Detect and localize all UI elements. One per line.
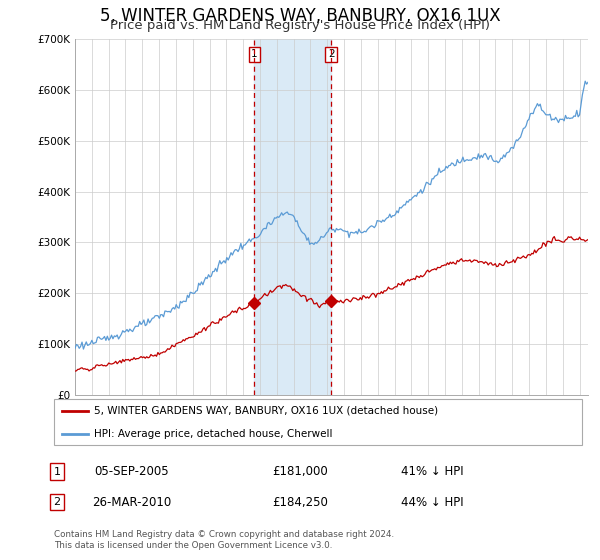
Text: £181,000: £181,000	[272, 465, 328, 478]
Text: 1: 1	[53, 466, 61, 477]
Text: £184,250: £184,250	[272, 496, 328, 509]
Text: 5, WINTER GARDENS WAY, BANBURY, OX16 1UX (detached house): 5, WINTER GARDENS WAY, BANBURY, OX16 1UX…	[94, 406, 438, 416]
Text: 05-SEP-2005: 05-SEP-2005	[95, 465, 169, 478]
Text: 1: 1	[251, 49, 258, 59]
Text: 5, WINTER GARDENS WAY, BANBURY, OX16 1UX: 5, WINTER GARDENS WAY, BANBURY, OX16 1UX	[100, 7, 500, 25]
Text: Price paid vs. HM Land Registry's House Price Index (HPI): Price paid vs. HM Land Registry's House …	[110, 19, 490, 32]
Text: 41% ↓ HPI: 41% ↓ HPI	[401, 465, 463, 478]
Text: 2: 2	[53, 497, 61, 507]
Text: HPI: Average price, detached house, Cherwell: HPI: Average price, detached house, Cher…	[94, 429, 332, 438]
Bar	[254, 39, 331, 395]
Text: This data is licensed under the Open Government Licence v3.0.: This data is licensed under the Open Gov…	[54, 541, 332, 550]
Text: 2: 2	[328, 49, 334, 59]
Text: 44% ↓ HPI: 44% ↓ HPI	[401, 496, 463, 509]
Text: Contains HM Land Registry data © Crown copyright and database right 2024.: Contains HM Land Registry data © Crown c…	[54, 530, 394, 539]
Text: 26-MAR-2010: 26-MAR-2010	[92, 496, 172, 509]
